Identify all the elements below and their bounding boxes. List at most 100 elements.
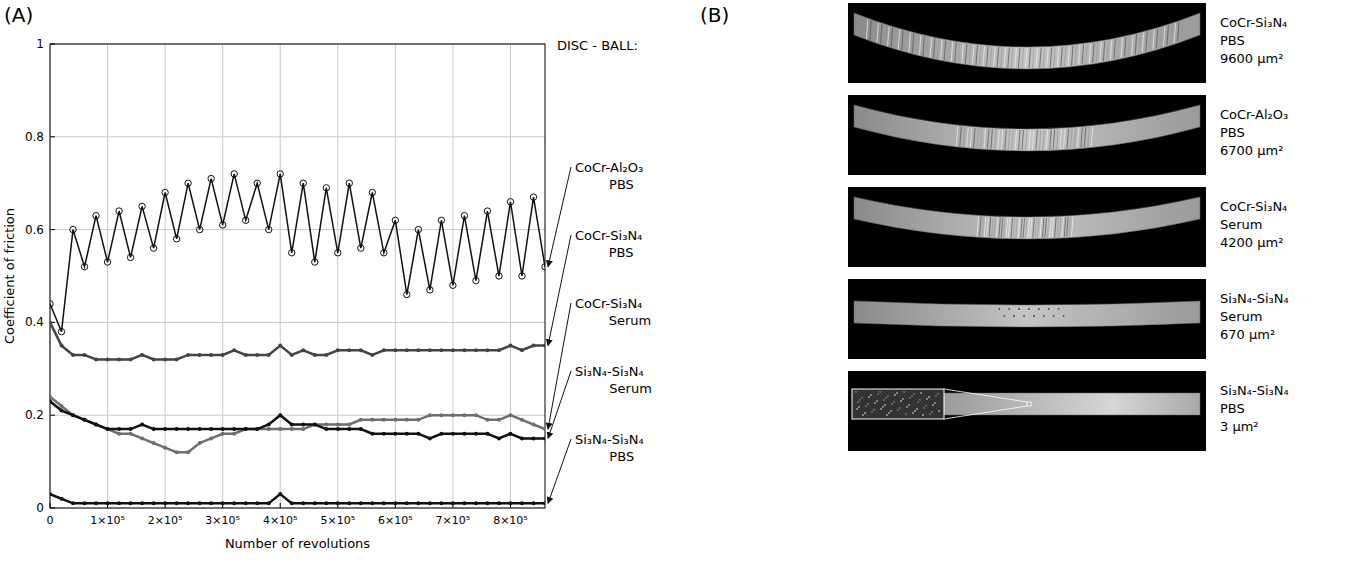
image-label: CoCr-Si₃N₄ bbox=[1220, 199, 1287, 214]
point bbox=[336, 422, 340, 426]
point bbox=[71, 353, 75, 357]
point bbox=[221, 432, 225, 436]
point bbox=[140, 436, 144, 440]
grid-line bbox=[50, 136, 545, 137]
point bbox=[370, 353, 374, 357]
surface-groove bbox=[1114, 39, 1116, 59]
point bbox=[140, 501, 144, 505]
surface-groove bbox=[1008, 130, 1010, 150]
point bbox=[244, 353, 248, 357]
surface-groove bbox=[1030, 218, 1032, 238]
point bbox=[474, 348, 478, 352]
surface-groove bbox=[1125, 37, 1127, 57]
point bbox=[462, 432, 466, 436]
point bbox=[485, 348, 489, 352]
point bbox=[186, 427, 190, 431]
point bbox=[520, 348, 524, 352]
point bbox=[497, 436, 501, 440]
point bbox=[196, 226, 202, 232]
point bbox=[221, 353, 225, 357]
inset-speck bbox=[874, 402, 876, 404]
inset-speck bbox=[934, 402, 936, 404]
surface-groove bbox=[1001, 130, 1003, 150]
point bbox=[163, 501, 167, 505]
inset-speck bbox=[920, 392, 922, 394]
surface-speck bbox=[1018, 308, 1020, 310]
image-label: CoCr-Al₂O₃ bbox=[1220, 107, 1288, 122]
point bbox=[393, 501, 397, 505]
surface-groove bbox=[992, 217, 994, 237]
surface-groove bbox=[1075, 45, 1077, 65]
inset-speck bbox=[914, 410, 916, 412]
surface-groove bbox=[1153, 30, 1155, 50]
point bbox=[520, 418, 524, 422]
surface-groove bbox=[1019, 130, 1021, 150]
point bbox=[485, 418, 489, 422]
point bbox=[404, 291, 410, 297]
point bbox=[416, 432, 420, 436]
surface-groove bbox=[934, 38, 936, 58]
inset-speck bbox=[917, 401, 919, 403]
point bbox=[335, 250, 341, 256]
inset-speck bbox=[922, 414, 924, 416]
point bbox=[278, 413, 282, 417]
image-ground bbox=[848, 3, 1206, 83]
point bbox=[198, 501, 202, 505]
point bbox=[530, 194, 536, 200]
inset-speck bbox=[864, 412, 866, 414]
point bbox=[289, 250, 295, 256]
point bbox=[175, 501, 179, 505]
point bbox=[508, 432, 512, 436]
inset-speck bbox=[885, 397, 887, 399]
point bbox=[439, 348, 443, 352]
point bbox=[209, 501, 213, 505]
point bbox=[163, 446, 167, 450]
data bbox=[50, 171, 545, 506]
image-label: Serum bbox=[1220, 217, 1263, 232]
point bbox=[186, 450, 190, 454]
point bbox=[313, 422, 317, 426]
point bbox=[313, 353, 317, 357]
point bbox=[393, 432, 397, 436]
inset-speck bbox=[911, 395, 913, 397]
surface-groove bbox=[956, 126, 958, 146]
point bbox=[117, 432, 121, 436]
inset-speck bbox=[900, 400, 902, 402]
point bbox=[359, 348, 363, 352]
panel-letter: (B) bbox=[700, 3, 729, 27]
point bbox=[232, 501, 236, 505]
surface-groove bbox=[997, 47, 999, 67]
point bbox=[542, 264, 545, 270]
point bbox=[427, 287, 433, 293]
surface-groove bbox=[1011, 48, 1013, 68]
point bbox=[186, 353, 190, 357]
surface-groove bbox=[980, 46, 982, 66]
image-ground bbox=[848, 187, 1206, 267]
inset-speck bbox=[908, 404, 910, 406]
surface-groove bbox=[1009, 218, 1011, 238]
surface-groove bbox=[967, 127, 969, 147]
legend-arrow bbox=[548, 303, 571, 429]
point bbox=[474, 432, 478, 436]
tick-label: 6×10⁵ bbox=[378, 514, 413, 527]
point bbox=[106, 427, 110, 431]
point bbox=[209, 353, 213, 357]
point bbox=[393, 418, 397, 422]
point bbox=[129, 358, 133, 362]
point bbox=[175, 427, 179, 431]
point bbox=[255, 427, 259, 431]
tick-label: 2×10⁵ bbox=[148, 514, 183, 527]
point bbox=[266, 226, 272, 232]
surface-groove bbox=[1117, 38, 1119, 58]
inset-speck bbox=[857, 401, 859, 403]
point bbox=[71, 501, 75, 505]
point bbox=[382, 348, 386, 352]
surface-groove bbox=[1033, 48, 1035, 68]
grid-line bbox=[395, 44, 396, 508]
surface-groove bbox=[987, 46, 989, 66]
point bbox=[150, 245, 156, 251]
point bbox=[83, 418, 87, 422]
wear-scar-image bbox=[848, 371, 1206, 451]
surface-groove bbox=[1128, 36, 1130, 56]
surface-groove bbox=[1091, 127, 1093, 147]
